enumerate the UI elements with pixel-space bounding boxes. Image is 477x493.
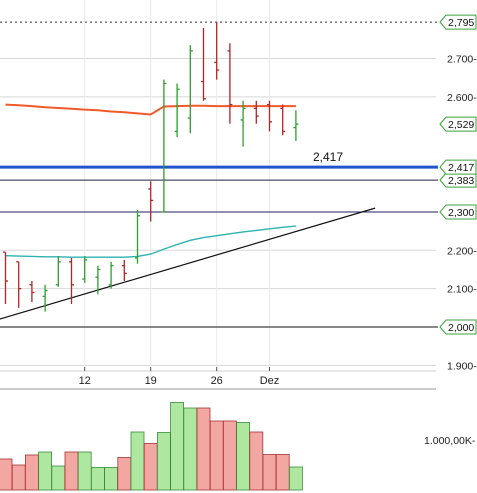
volume-bar (262, 454, 277, 491)
price-label-box (439, 319, 477, 335)
price-label: 2,000 (448, 322, 474, 334)
volume-bar (38, 451, 52, 491)
price-panel: 2,417 (0, 21, 438, 328)
price-label-box (439, 172, 477, 188)
volume-bar (222, 420, 237, 491)
volume-bar (0, 458, 13, 491)
volume-bar (143, 443, 158, 491)
price-tick-label: 1.900- (447, 360, 477, 372)
volume-bar (91, 467, 105, 491)
price-label: 2,383 (448, 175, 474, 187)
volume-axis-label: 1.000,00K- (424, 435, 476, 447)
trendline (0, 207, 376, 320)
volume-panel: 1.000,00K- (0, 402, 476, 491)
grid-lines (0, 0, 436, 390)
price-label: 2,300 (448, 207, 474, 219)
volume-bar (236, 422, 251, 491)
moving-average-line (5, 103, 296, 116)
volume-bar (11, 464, 26, 491)
volume-bar (24, 454, 39, 491)
price-label-box (439, 14, 477, 30)
price-tick-label: 2.100- (447, 284, 477, 296)
time-tick-label: 26 (211, 375, 223, 387)
volume-bar (156, 432, 171, 491)
volume-bar (130, 431, 145, 491)
volume-bar (170, 402, 185, 491)
time-axis: 12 19 26 Dez (79, 367, 280, 387)
price-tick-label: 2.600- (447, 92, 477, 104)
volume-bar (288, 466, 303, 491)
volume-bar (249, 431, 264, 491)
volume-bar (104, 467, 118, 491)
time-tick-label: 19 (145, 375, 157, 387)
price-tick-label: 2.200- (447, 245, 477, 257)
volume-bar (196, 407, 211, 491)
time-tick-label: 12 (79, 375, 91, 387)
volume-bar (117, 457, 132, 491)
volume-bar (51, 465, 66, 491)
price-tick-label: 2.700- (447, 54, 477, 66)
moving-average-line (5, 225, 296, 258)
volume-bar (77, 451, 92, 491)
price-label-box (439, 159, 477, 175)
time-tick-label: Dez (260, 375, 280, 387)
price-label: 2,529 (448, 119, 474, 131)
price-label: 2,417 (448, 162, 474, 174)
volume-bar (209, 420, 224, 491)
volume-bar (64, 451, 79, 491)
level-line-label: 2,417 (313, 150, 343, 164)
volume-bar (183, 407, 198, 491)
volume-bar (275, 454, 290, 491)
price-label-box (439, 204, 477, 220)
price-label: 2,795 (448, 17, 474, 29)
price-label-box (439, 116, 477, 132)
